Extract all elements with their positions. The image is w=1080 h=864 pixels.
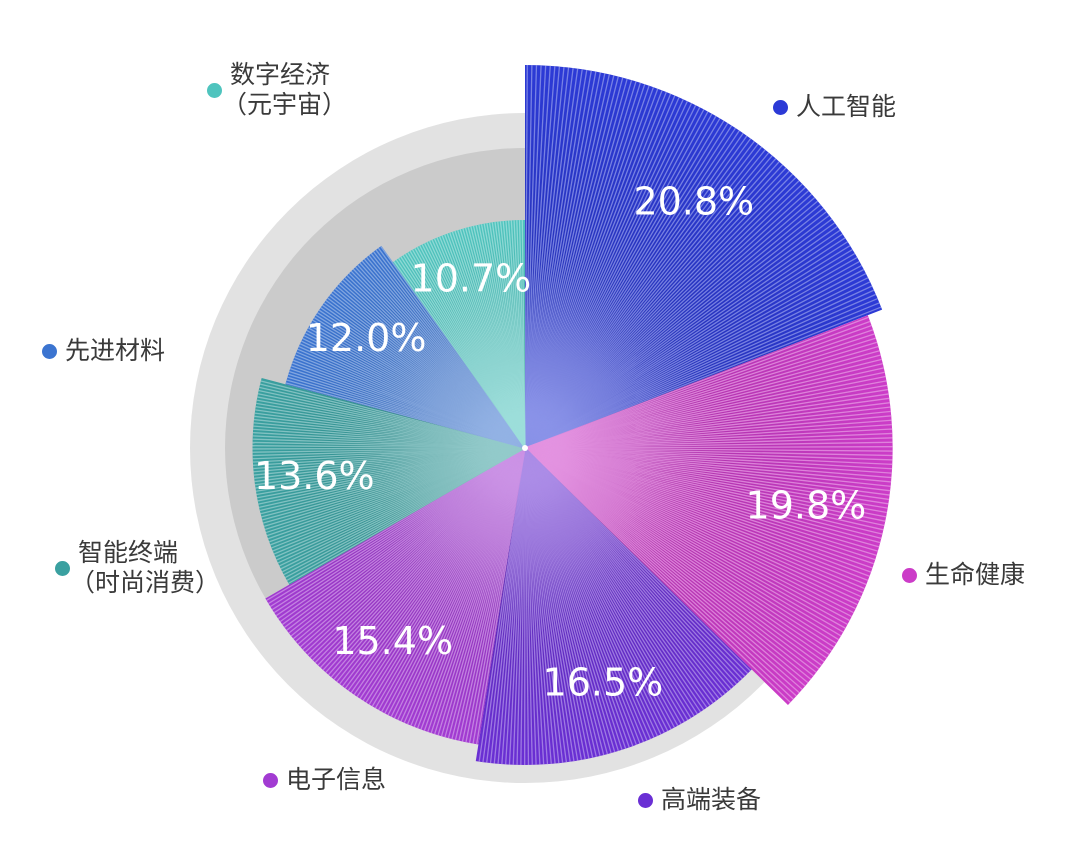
legend-item-advanced-materials: 先进材料 bbox=[42, 336, 165, 366]
slice-label-4: 13.6% bbox=[254, 454, 375, 498]
legend-item-smart-terminal: 智能终端 （时尚消费） bbox=[55, 538, 220, 598]
legend-dot-life-health bbox=[902, 567, 917, 583]
slice-2 bbox=[475, 447, 752, 766]
slice-0 bbox=[524, 65, 883, 449]
legend-label-digital-economy: 数字经济 bbox=[230, 60, 331, 89]
legend-label-smart-terminal: 智能终端 bbox=[78, 538, 179, 567]
legend-dot-high-end-equipment bbox=[638, 792, 653, 808]
legend-label-ai: 人工智能 bbox=[796, 92, 897, 121]
slice-5 bbox=[285, 245, 526, 449]
legend-sublabel-digital-economy: （元宇宙） bbox=[222, 90, 348, 119]
legend-dot-ai bbox=[773, 99, 788, 115]
legend-item-electronic-info: 电子信息 bbox=[263, 765, 386, 795]
legend-label-electronic-info: 电子信息 bbox=[286, 765, 387, 794]
legend-item-high-end-equipment: 高端装备 bbox=[638, 785, 761, 815]
legend-dot-smart-terminal bbox=[55, 560, 70, 576]
slice-6 bbox=[392, 220, 526, 449]
legend-item-digital-economy: 数字经济 （元宇宙） bbox=[207, 60, 347, 120]
slice-1 bbox=[524, 315, 893, 705]
legend-label-high-end-equipment: 高端装备 bbox=[661, 785, 762, 814]
slice-label-2: 16.5% bbox=[543, 661, 664, 705]
legend-dot-digital-economy bbox=[207, 82, 222, 98]
slice-label-0: 20.8% bbox=[633, 180, 754, 224]
legend-sublabel-smart-terminal: （时尚消费） bbox=[70, 568, 221, 597]
slice-label-3: 15.4% bbox=[332, 619, 453, 663]
legend-item-life-health: 生命健康 bbox=[902, 560, 1025, 590]
slice-4 bbox=[252, 377, 526, 585]
legend-dot-advanced-materials bbox=[42, 343, 57, 359]
slice-label-6: 10.7% bbox=[411, 257, 532, 301]
legend-dot-electronic-info bbox=[263, 772, 278, 788]
slice-label-1: 19.8% bbox=[746, 484, 867, 528]
slice-3 bbox=[265, 447, 526, 745]
center-dot bbox=[522, 445, 528, 451]
legend-label-life-health: 生命健康 bbox=[925, 560, 1026, 589]
legend-item-ai: 人工智能 bbox=[773, 92, 896, 122]
slice-label-5: 12.0% bbox=[306, 316, 427, 360]
legend-label-advanced-materials: 先进材料 bbox=[65, 336, 166, 365]
